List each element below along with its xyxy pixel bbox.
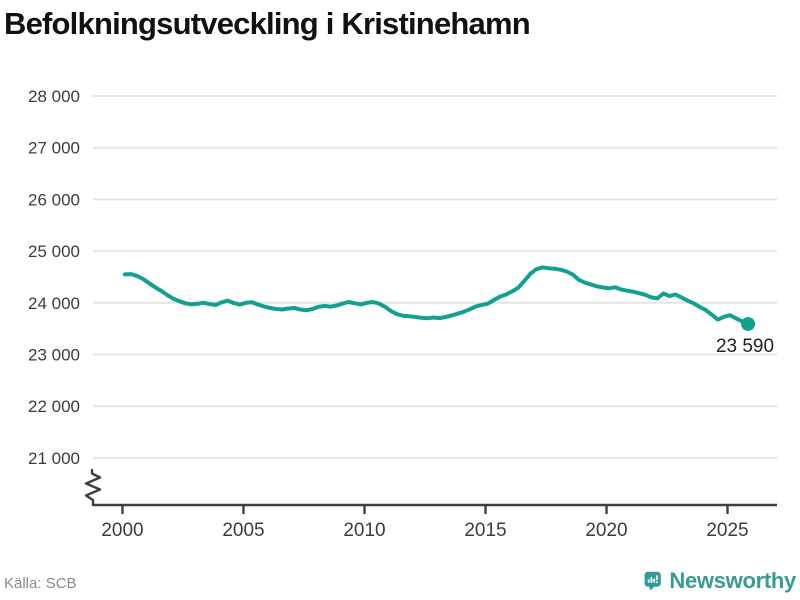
- latest-value-dot: [741, 316, 756, 331]
- x-tick-label: 2025: [706, 520, 748, 541]
- newsworthy-logo-icon: [644, 571, 661, 591]
- y-tick-label: 26 000: [28, 190, 80, 209]
- y-tick-label: 24 000: [28, 294, 80, 313]
- x-tick-label: 2005: [222, 520, 264, 541]
- latest-value-label: 23 590: [716, 336, 774, 357]
- page-title: Befolkningsutveckling i Kristinehamn: [4, 6, 531, 41]
- newsworthy-brand[interactable]: Newsworthy: [644, 564, 796, 598]
- source-note: Källa: SCB: [4, 575, 77, 592]
- y-tick-label: 27 000: [28, 139, 80, 158]
- population-series-line: [122, 265, 751, 326]
- y-axis-break-icon: [84, 468, 102, 507]
- y-tick-label: 22 000: [28, 397, 80, 416]
- y-tick-label: 25 000: [28, 242, 80, 261]
- x-tick-label: 2010: [343, 520, 385, 541]
- y-tick-label: 21 000: [28, 449, 80, 468]
- y-tick-label: 28 000: [28, 87, 80, 106]
- newsworthy-brand-name: Newsworthy: [669, 568, 796, 593]
- population-line-chart: 28 000 27 000 26 000 25 000 24 000 23 000 22 0…: [28, 87, 777, 541]
- x-tick-label: 2015: [464, 520, 506, 541]
- x-tick-label: 2020: [585, 520, 627, 541]
- x-tick-label: 2000: [101, 520, 143, 541]
- y-tick-label: 23 000: [28, 346, 80, 365]
